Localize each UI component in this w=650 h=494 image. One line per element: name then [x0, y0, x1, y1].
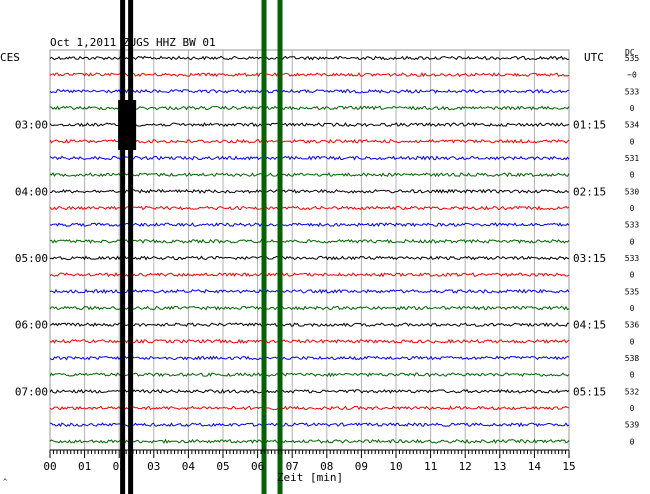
left-time-labels: 03:00 04:00 05:00 06:00 07:00 — [15, 119, 48, 399]
event-band — [120, 0, 126, 494]
x-tick-label: 12 — [459, 460, 472, 473]
x-tick-label: 01 — [78, 460, 91, 473]
trace-line — [49, 155, 570, 161]
trace-line — [49, 222, 570, 228]
trace-line — [49, 255, 570, 261]
x-tick-label: 15 — [562, 460, 575, 473]
dc-offset-label: 538 — [625, 354, 640, 363]
event-marks — [118, 0, 283, 494]
dc-offset-label: −0 — [627, 71, 637, 80]
x-tick-label: 06 — [251, 460, 264, 473]
left-hour-label: 07:00 — [15, 385, 48, 398]
dc-offset-label: 0 — [630, 104, 635, 113]
x-tick-label: 10 — [389, 460, 402, 473]
trace-line — [49, 405, 570, 411]
right-hour-label: 03:15 — [573, 252, 606, 265]
dc-offset-label: 534 — [625, 121, 640, 130]
event-burst — [118, 100, 137, 150]
x-tick-label: 03 — [147, 460, 160, 473]
x-tick-label: 00 — [43, 460, 56, 473]
dc-offset-label: 0 — [630, 371, 635, 380]
dc-offset-label: 0 — [630, 304, 635, 313]
dc-offset-label: 533 — [625, 221, 640, 230]
dc-offset-label: 0 — [630, 437, 635, 446]
dc-offset-label: 535 — [625, 54, 640, 63]
x-tick-label: 09 — [355, 460, 368, 473]
event-band — [128, 0, 134, 494]
dc-offset-label: 536 — [625, 321, 640, 330]
trace-line — [49, 55, 570, 61]
trace-line — [49, 188, 570, 194]
left-hour-label: 06:00 — [15, 319, 48, 332]
trace-line — [49, 355, 570, 361]
right-hour-label: 05:15 — [573, 385, 606, 398]
event-band — [277, 0, 283, 494]
right-timezone-label: UTC — [584, 51, 604, 64]
left-timezone-label: CES — [0, 51, 20, 64]
right-hour-label: 01:15 — [573, 119, 606, 132]
right-hour-label: 04:15 — [573, 319, 606, 332]
x-tick-label: 14 — [528, 460, 542, 473]
trace-line — [49, 205, 570, 211]
trace-line — [49, 338, 570, 344]
x-tick-label: 13 — [493, 460, 506, 473]
time-grid — [49, 49, 570, 451]
dc-header: DC — [625, 48, 635, 57]
corner-mark: ^ — [3, 478, 7, 486]
trace-line — [49, 288, 570, 294]
dc-offset-labels: 535 −0 533 0 534 0 531 0 530 0 533 0 533 0 535 0 536 0 538… — [625, 54, 640, 446]
trace-line — [49, 88, 570, 94]
x-tick-label: 02 — [113, 460, 126, 473]
dc-offset-label: 0 — [630, 237, 635, 246]
dc-offset-label: 533 — [625, 254, 640, 263]
trace-line — [49, 122, 570, 128]
x-tick-label: 08 — [320, 460, 333, 473]
seismic-traces — [49, 55, 570, 444]
dc-offset-label: 530 — [625, 187, 640, 196]
trace-line — [49, 272, 570, 278]
x-tick-label: 11 — [424, 460, 437, 473]
trace-line — [49, 238, 570, 244]
trace-line — [49, 71, 570, 78]
dc-offset-label: 0 — [630, 271, 635, 280]
chart-title: Oct 1,2011 ZUGS HHZ BW 01 — [50, 36, 216, 49]
trace-line — [49, 372, 570, 378]
x-tick-label: 05 — [216, 460, 229, 473]
trace-line — [49, 322, 570, 328]
dc-offset-label: 0 — [630, 137, 635, 146]
dc-offset-label: 0 — [630, 337, 635, 346]
right-hour-label: 02:15 — [573, 185, 606, 198]
dc-offset-label: 0 — [630, 171, 635, 180]
left-hour-label: 03:00 — [15, 119, 48, 132]
time-axis: 00 01 02 03 04 05 06 07 08 09 10 11 12 13 14 15 — [43, 449, 576, 473]
right-time-labels: 01:15 02:15 03:15 04:15 05:15 — [573, 119, 606, 399]
dc-offset-label: 531 — [625, 154, 640, 163]
trace-line — [49, 105, 570, 111]
trace-line — [49, 305, 570, 311]
x-tick-label: 07 — [286, 460, 299, 473]
trace-line — [49, 388, 570, 394]
dc-offset-label: 532 — [625, 387, 640, 396]
x-tick-label: 04 — [182, 460, 196, 473]
dc-offset-label: 533 — [625, 87, 640, 96]
left-hour-label: 04:00 — [15, 185, 48, 198]
trace-line — [49, 138, 570, 144]
trace-line — [49, 422, 570, 428]
dc-offset-label: 539 — [625, 421, 640, 430]
x-axis-label: Zeit [min] — [277, 471, 343, 484]
dc-offset-label: 0 — [630, 404, 635, 413]
trace-line — [49, 438, 570, 444]
dc-offset-label: 0 — [630, 204, 635, 213]
dc-offset-label: 535 — [625, 287, 640, 296]
left-hour-label: 05:00 — [15, 252, 48, 265]
trace-line — [49, 172, 570, 178]
event-band — [261, 0, 267, 494]
